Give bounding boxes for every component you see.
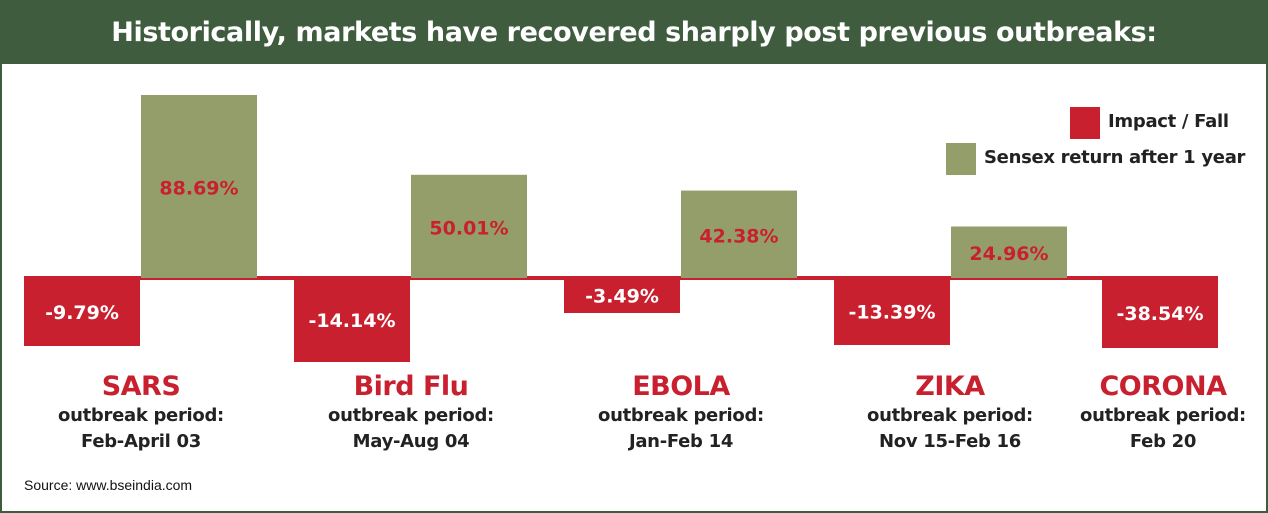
bar-fall-ebola (564, 278, 680, 313)
legend-swatch-return (946, 143, 976, 175)
category-name: CORONA (1099, 371, 1227, 402)
category-zika: ZIKA outbreak period: Nov 15-Feb 16 (835, 371, 1065, 455)
data-label-return-zika: 24.96% (969, 243, 1048, 265)
legend-label-fall: Impact / Fall (1108, 111, 1229, 132)
legend-label-return: Sensex return after 1 year (984, 147, 1246, 168)
bar-fall-bird-flu (294, 278, 410, 362)
outbreak-period: Nov 15-Feb 16 (878, 431, 1022, 452)
category-name: EBOLA (632, 371, 730, 402)
outbreak-period: Jan-Feb 14 (628, 431, 734, 452)
title-bar (2, 2, 1266, 64)
outbreak-period-label: outbreak period: (1080, 405, 1246, 426)
outbreak-period: May-Aug 04 (352, 431, 470, 452)
data-label-fall-bird-flu: -14.14% (308, 310, 395, 332)
bar-return-zika (951, 226, 1067, 278)
data-label-return-ebola: 42.38% (699, 225, 778, 247)
bar-fall-corona (1102, 278, 1218, 348)
category-sars: SARS outbreak period: Feb-April 03 (26, 371, 256, 455)
category-bird-flu: Bird Flu outbreak period: May-Aug 04 (296, 371, 526, 455)
category-name: SARS (101, 371, 181, 402)
outbreak-period-label: outbreak period: (867, 405, 1033, 426)
outbreak-period-label: outbreak period: (328, 405, 494, 426)
data-label-return-sars: 88.69% (159, 178, 238, 200)
outbreak-period-label: outbreak period: (58, 405, 224, 426)
chart-title: Historically, markets have recovered sha… (111, 17, 1157, 48)
category-corona: CORONA outbreak period: Feb 20 (1048, 371, 1268, 455)
bar-return-ebola (681, 190, 797, 278)
bar-fall-zika (834, 278, 950, 345)
data-label-fall-ebola: -3.49% (585, 286, 659, 308)
data-label-fall-sars: -9.79% (45, 302, 119, 324)
source-note: Source: www.bseindia.com (24, 477, 193, 493)
data-label-fall-zika: -13.39% (848, 302, 935, 324)
outbreak-period-label: outbreak period: (598, 405, 764, 426)
data-label-return-bird-flu: 50.01% (429, 217, 508, 239)
category-name: Bird Flu (353, 371, 469, 402)
legend-swatch-fall (1070, 107, 1100, 139)
data-label-fall-corona: -38.54% (1116, 303, 1203, 325)
category-ebola: EBOLA outbreak period: Jan-Feb 14 (566, 371, 796, 455)
category-name: ZIKA (915, 371, 985, 402)
outbreak-period: Feb 20 (1129, 431, 1197, 452)
bar-return-sars (141, 95, 257, 278)
outbreak-period: Feb-April 03 (81, 431, 201, 452)
bar-fall-sars (24, 278, 140, 346)
bar-return-bird-flu (411, 174, 527, 278)
